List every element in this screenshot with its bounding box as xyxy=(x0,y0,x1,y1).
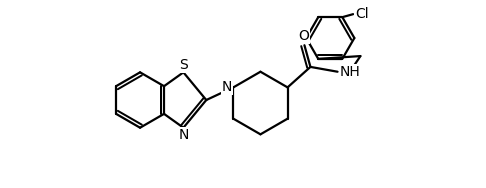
Text: N: N xyxy=(178,128,189,142)
Text: N: N xyxy=(222,80,232,94)
Text: S: S xyxy=(179,58,188,72)
Text: O: O xyxy=(298,30,309,43)
Text: NH: NH xyxy=(339,65,360,79)
Text: Cl: Cl xyxy=(355,7,368,21)
